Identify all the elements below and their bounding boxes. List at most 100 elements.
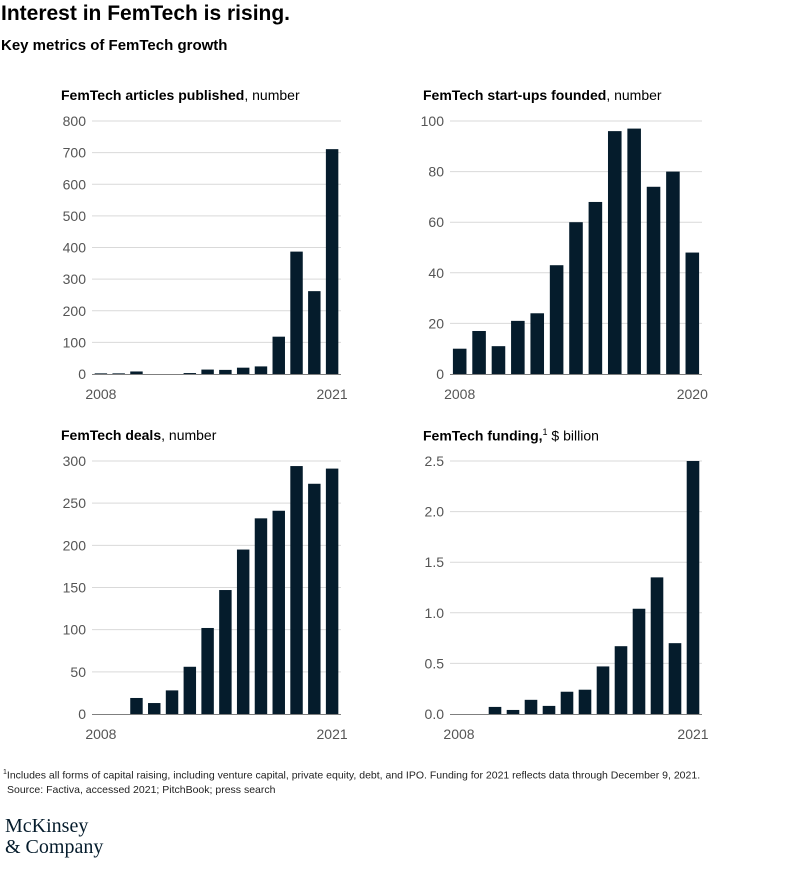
- x-tick-label-end: 2021: [677, 726, 708, 742]
- y-tick-label: 50: [70, 664, 86, 680]
- y-tick-label: 1.0: [425, 605, 445, 621]
- footnote-line: 1Includes all forms of capital raising, …: [3, 766, 700, 783]
- chart-3: 0.0 0.5 1.0 1.5 2.0 2.5 2008 2021: [425, 453, 709, 742]
- bar-2013: [549, 265, 564, 374]
- bar-2019: [290, 251, 303, 374]
- footnote: 1Includes all forms of capital raising, …: [3, 766, 700, 797]
- y-tick-label: 80: [428, 164, 444, 180]
- chart-title-startups: FemTech start-ups founded, number: [423, 87, 662, 103]
- bar-2013: [183, 666, 197, 714]
- chart-title-bold: FemTech funding,: [423, 427, 543, 444]
- bar-2012: [524, 699, 538, 714]
- bar-2016: [236, 549, 250, 714]
- bar-2015: [219, 369, 232, 374]
- bar-2017: [254, 518, 268, 714]
- footnote-marker: 1: [3, 769, 7, 776]
- x-tick-label-start: 2008: [85, 726, 116, 742]
- page-subtitle: Key metrics of FemTech growth: [1, 37, 228, 54]
- x-tick-label-start: 2008: [85, 386, 116, 402]
- chart-title-bold: FemTech articles published: [61, 87, 245, 103]
- bar-2016: [236, 367, 250, 374]
- y-tick-label: 300: [63, 453, 87, 469]
- chart-title-bold: FemTech deals: [61, 427, 162, 443]
- bar-2018: [272, 336, 285, 374]
- y-tick-label: 250: [63, 495, 87, 511]
- bar-2012: [165, 690, 179, 714]
- bar-2013: [183, 373, 197, 374]
- y-tick-label: 100: [63, 334, 87, 350]
- source-line: Source: Factiva, accessed 2021; PitchBoo…: [7, 783, 276, 796]
- y-tick-label: 400: [63, 240, 87, 256]
- bar-2019: [290, 466, 303, 714]
- y-tick-label: 100: [63, 622, 87, 638]
- y-tick-label: 0.5: [425, 655, 445, 671]
- bar-2019: [666, 171, 680, 374]
- logo-line-2: & Company: [5, 836, 104, 858]
- bar-2010: [488, 706, 502, 714]
- y-tick-label: 1.5: [425, 554, 445, 570]
- page-title: Interest in FemTech is rising.: [1, 2, 291, 25]
- bar-2018: [646, 186, 661, 374]
- logo-line-1: McKinsey: [5, 815, 89, 837]
- bar-2021: [325, 149, 339, 374]
- bar-2008: [452, 348, 467, 374]
- y-tick-label: 2.5: [425, 453, 445, 469]
- y-tick-label: 200: [63, 303, 87, 319]
- y-tick-label: 300: [63, 271, 87, 287]
- chart-1: 0 20 40 60 80 100 2008 2020: [421, 113, 708, 402]
- bar-2021: [325, 468, 339, 714]
- chart-title-bold: FemTech start-ups founded: [423, 87, 607, 103]
- bar-2011: [148, 703, 161, 714]
- y-tick-label: 800: [63, 113, 87, 129]
- bar-2014: [569, 222, 583, 374]
- bar-2018: [272, 510, 285, 714]
- bar-2020: [668, 643, 682, 714]
- x-tick-label-end: 2021: [317, 386, 348, 402]
- y-tick-label: 700: [63, 145, 87, 161]
- bar-2008: [94, 373, 108, 374]
- bar-2017: [614, 646, 628, 714]
- bar-2011: [511, 320, 525, 374]
- footnote-marker: 1: [542, 427, 548, 437]
- bar-2009: [472, 330, 486, 374]
- y-tick-label: 200: [63, 537, 87, 553]
- chart-title-funding: FemTech funding,1 $ billion: [423, 427, 599, 444]
- bar-2010: [491, 346, 506, 374]
- y-tick-label: 60: [428, 214, 444, 230]
- x-tick-label-start: 2008: [444, 386, 475, 402]
- x-tick-label-end: 2020: [677, 386, 708, 402]
- bar-2015: [219, 590, 232, 714]
- chart-unit: number: [252, 87, 300, 103]
- chart-title-articles: FemTech articles published, number: [61, 87, 300, 103]
- bar-2014: [201, 369, 214, 374]
- chart-0: 0 100 200 300 400 500 600 700 800 2008 2021: [63, 113, 348, 402]
- bar-2016: [596, 666, 610, 714]
- x-tick-label-end: 2021: [317, 726, 348, 742]
- bar-2014: [560, 691, 574, 714]
- bar-2011: [506, 709, 520, 714]
- y-tick-label: 0: [78, 706, 86, 722]
- bar-2019: [650, 577, 664, 714]
- bar-2021: [686, 461, 700, 714]
- bar-2017: [627, 128, 641, 374]
- bar-2015: [578, 689, 592, 714]
- y-tick-label: 500: [63, 208, 87, 224]
- y-tick-label: 2.0: [425, 504, 445, 520]
- bar-2009: [112, 373, 125, 374]
- bar-2020: [308, 483, 321, 714]
- y-tick-label: 0: [436, 366, 444, 382]
- footnote-text: Includes all forms of capital raising, i…: [6, 769, 701, 782]
- bar-2012: [530, 313, 545, 374]
- y-tick-label: 150: [63, 580, 87, 596]
- bar-2014: [201, 627, 214, 714]
- y-tick-label: 100: [421, 113, 445, 129]
- x-tick-label-start: 2008: [443, 726, 474, 742]
- bar-2016: [607, 131, 622, 374]
- bar-2010: [130, 371, 143, 374]
- bar-2015: [588, 201, 603, 374]
- bar-2013: [542, 705, 556, 714]
- y-tick-label: 20: [428, 315, 444, 331]
- mckinsey-logo: McKinsey & Company: [5, 816, 103, 858]
- chart-title-deals: FemTech deals, number: [61, 427, 217, 443]
